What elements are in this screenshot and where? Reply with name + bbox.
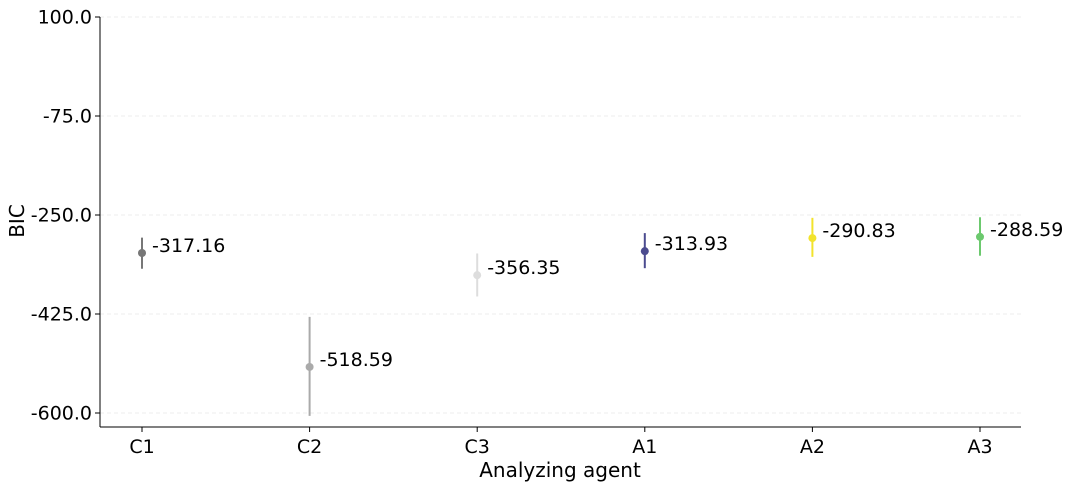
data-label-a1: -313.93 bbox=[655, 233, 728, 255]
axes bbox=[99, 17, 1021, 428]
data-point-c2 bbox=[305, 362, 314, 371]
data-marks: -317.16 -518.59 -356.35 -313.93 -290.83 -288.… bbox=[138, 217, 1063, 416]
data-label-a2: -290.83 bbox=[822, 220, 895, 242]
y-tick-label: -75.0 bbox=[43, 106, 92, 128]
y-axis-title: BIC bbox=[5, 204, 29, 238]
y-ticks: 100.0 -75.0 -250.0 -425.0 -600.0 bbox=[31, 7, 100, 425]
y-tick-label: -250.0 bbox=[31, 205, 92, 227]
x-tick-label-c3: C3 bbox=[465, 436, 490, 458]
x-ticks: C1 C2 C3 A1 A2 A3 bbox=[129, 427, 993, 458]
y-tick-label: 100.0 bbox=[38, 7, 92, 29]
x-tick-label-a2: A2 bbox=[800, 436, 825, 458]
data-point-a2 bbox=[808, 234, 817, 243]
data-label-c3: -356.35 bbox=[487, 257, 560, 279]
data-point-c3 bbox=[473, 271, 482, 280]
data-label-a3: -288.59 bbox=[990, 219, 1063, 241]
data-point-c1 bbox=[138, 248, 146, 257]
y-tick-label: -600.0 bbox=[31, 403, 92, 425]
x-tick-label-a1: A1 bbox=[632, 436, 657, 458]
x-axis-title: Analyzing agent bbox=[479, 458, 641, 482]
y-tick-label: -425.0 bbox=[31, 304, 92, 326]
x-tick-label-c1: C1 bbox=[129, 436, 154, 458]
data-point-a1 bbox=[640, 247, 649, 256]
grid-lines bbox=[100, 16, 1021, 414]
data-point-a3 bbox=[976, 232, 984, 241]
data-label-c1: -317.16 bbox=[152, 235, 225, 257]
x-tick-label-a3: A3 bbox=[967, 436, 992, 458]
data-label-c2: -518.59 bbox=[320, 349, 393, 371]
x-tick-label-c2: C2 bbox=[297, 436, 322, 458]
